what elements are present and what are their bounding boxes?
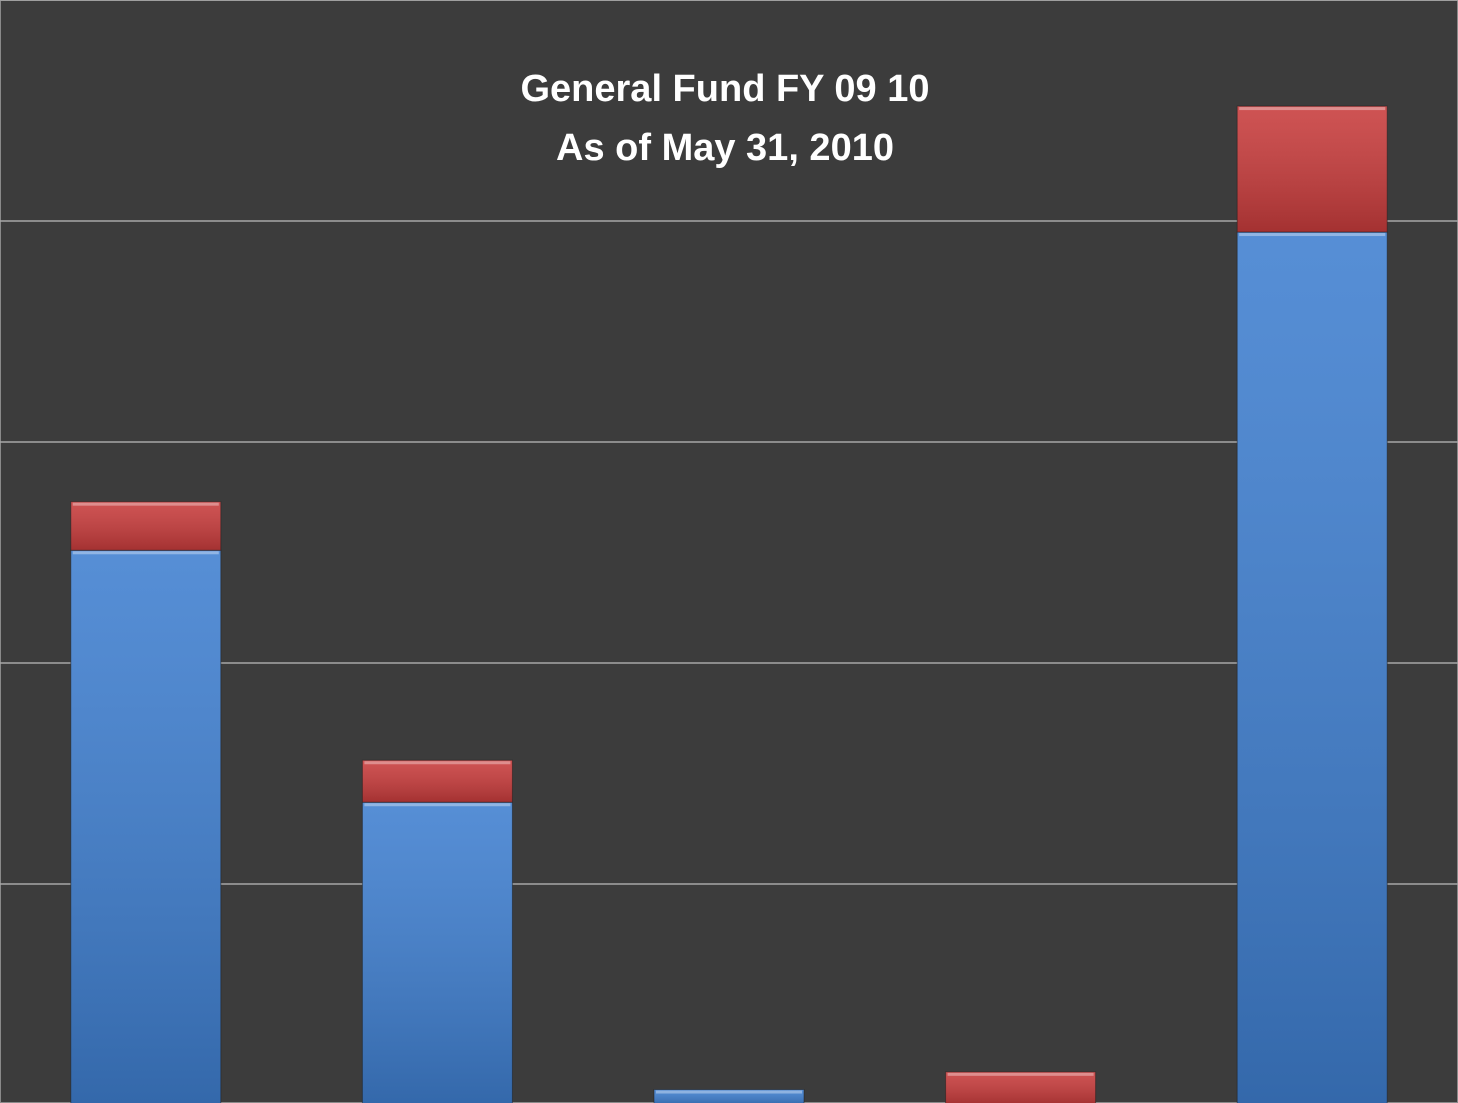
bar-segment	[653, 1089, 805, 1103]
bar-shade	[70, 549, 222, 1103]
bar-highlight	[72, 551, 219, 555]
chart-subtitle: As of May 31, 2010	[556, 127, 894, 169]
bar-segment	[1236, 105, 1388, 233]
bar-shade	[945, 1071, 1097, 1103]
bar-highlight	[947, 1072, 1094, 1076]
bar-shade	[653, 1089, 805, 1103]
bar-shade	[361, 759, 513, 803]
bar-segment	[1236, 231, 1388, 1103]
bar-highlight	[1239, 233, 1386, 237]
bar-shade	[1236, 105, 1388, 233]
bar-highlight	[364, 761, 511, 765]
bar-segment	[361, 801, 513, 1103]
bar-highlight	[1239, 107, 1386, 111]
bar-segment	[361, 759, 513, 803]
bar-shade	[70, 501, 222, 551]
bar-shade	[1236, 231, 1388, 1103]
chart-title: General Fund FY 09 10	[520, 68, 929, 110]
bar-segment	[945, 1071, 1097, 1103]
bar-highlight	[72, 502, 219, 506]
bars	[70, 105, 1388, 1103]
bar-shade	[361, 801, 513, 1103]
bar-highlight	[656, 1090, 802, 1094]
bar-segment	[70, 549, 222, 1103]
bar-highlight	[364, 803, 511, 807]
bar-segment	[70, 501, 222, 551]
